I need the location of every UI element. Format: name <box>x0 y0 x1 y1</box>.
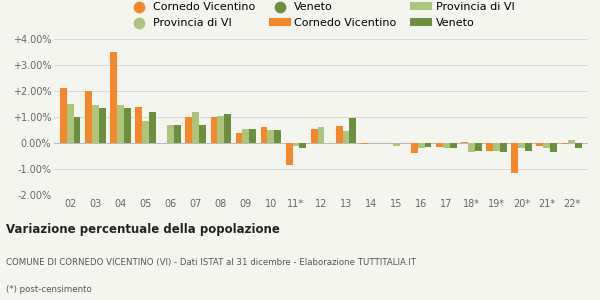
Bar <box>568 140 575 143</box>
Bar <box>336 126 343 143</box>
Bar <box>311 129 317 143</box>
Bar <box>136 106 142 143</box>
Bar <box>149 112 155 143</box>
Bar <box>74 117 80 143</box>
Bar <box>475 143 482 151</box>
Bar <box>199 125 206 143</box>
Bar <box>461 142 468 143</box>
Bar <box>536 143 543 146</box>
Bar <box>443 143 450 148</box>
Bar <box>286 143 293 165</box>
Bar <box>185 117 192 143</box>
Bar <box>493 143 500 151</box>
Bar <box>511 143 518 173</box>
Bar <box>525 143 532 151</box>
Bar <box>518 143 525 148</box>
Bar <box>450 143 457 148</box>
Bar <box>224 114 231 143</box>
Bar <box>550 143 557 152</box>
Bar <box>349 118 356 143</box>
Text: COMUNE DI CORNEDO VICENTINO (VI) - Dati ISTAT al 31 dicembre - Elaborazione TUTT: COMUNE DI CORNEDO VICENTINO (VI) - Dati … <box>6 259 416 268</box>
Bar <box>418 143 425 148</box>
Bar <box>261 128 268 143</box>
Bar <box>67 104 74 143</box>
Text: (*) post-censimento: (*) post-censimento <box>6 286 92 295</box>
Bar <box>167 125 174 143</box>
Bar <box>117 105 124 143</box>
Bar <box>60 88 67 143</box>
Bar <box>174 125 181 143</box>
Bar <box>217 116 224 143</box>
Bar <box>211 117 217 143</box>
Bar <box>92 105 99 143</box>
Bar <box>299 143 306 148</box>
Bar <box>236 133 242 143</box>
Bar <box>393 143 400 146</box>
Bar <box>343 131 349 143</box>
Bar <box>361 143 368 144</box>
Bar <box>487 143 493 151</box>
Bar <box>124 108 131 143</box>
Bar <box>436 143 443 147</box>
Text: Variazione percentuale della popolazione: Variazione percentuale della popolazione <box>6 223 280 236</box>
Bar <box>543 143 550 148</box>
Bar <box>110 52 117 143</box>
Bar <box>468 143 475 152</box>
Bar <box>242 129 249 143</box>
Bar <box>575 143 582 148</box>
Bar <box>293 143 299 146</box>
Bar <box>85 91 92 143</box>
Bar <box>317 128 325 143</box>
Bar <box>99 108 106 143</box>
Bar <box>249 129 256 143</box>
Bar <box>411 143 418 153</box>
Bar <box>500 143 506 152</box>
Bar <box>268 130 274 143</box>
Bar <box>562 143 568 144</box>
Bar <box>192 112 199 143</box>
Bar <box>425 143 431 147</box>
Legend: Cornedo Vicentino, Provincia di VI, Veneto, Cornedo Vicentino, Provincia di VI, : Cornedo Vicentino, Provincia di VI, Vene… <box>123 0 519 32</box>
Bar <box>274 130 281 143</box>
Bar <box>142 121 149 143</box>
